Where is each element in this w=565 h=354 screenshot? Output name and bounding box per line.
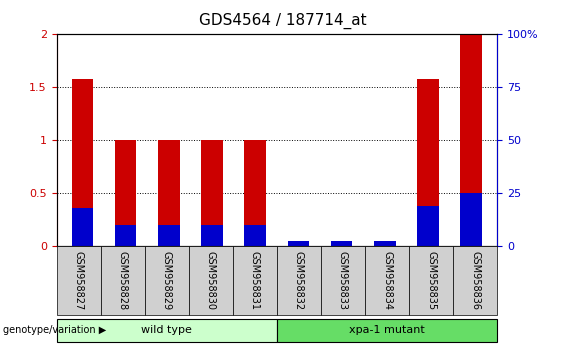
Bar	[201, 225, 223, 246]
Text: GSM958831: GSM958831	[250, 251, 260, 310]
Bar	[158, 140, 180, 246]
Bar	[72, 79, 93, 246]
Bar	[115, 225, 136, 246]
Bar	[460, 34, 482, 246]
Bar	[460, 193, 482, 246]
Bar	[374, 241, 396, 246]
Bar	[374, 241, 396, 246]
Text: GSM958830: GSM958830	[206, 251, 216, 310]
Bar	[72, 208, 93, 246]
Bar	[115, 140, 136, 246]
Text: GSM958835: GSM958835	[426, 251, 436, 310]
Text: genotype/variation ▶: genotype/variation ▶	[3, 325, 106, 335]
Text: GSM958828: GSM958828	[118, 251, 128, 310]
Bar	[245, 140, 266, 246]
Bar	[418, 79, 439, 246]
Text: xpa-1 mutant: xpa-1 mutant	[349, 325, 425, 335]
Bar	[201, 140, 223, 246]
Text: GSM958827: GSM958827	[73, 251, 84, 310]
Bar	[418, 206, 439, 246]
Bar	[245, 225, 266, 246]
Text: GSM958829: GSM958829	[162, 251, 172, 310]
Text: GSM958833: GSM958833	[338, 251, 348, 310]
Bar	[331, 241, 353, 246]
Text: GSM958836: GSM958836	[470, 251, 480, 310]
Text: GSM958832: GSM958832	[294, 251, 304, 310]
Bar	[288, 241, 309, 246]
Bar	[288, 241, 309, 246]
Text: GDS4564 / 187714_at: GDS4564 / 187714_at	[199, 12, 366, 29]
Text: wild type: wild type	[141, 325, 192, 335]
Bar	[331, 241, 353, 246]
Bar	[158, 225, 180, 246]
Text: GSM958834: GSM958834	[382, 251, 392, 310]
